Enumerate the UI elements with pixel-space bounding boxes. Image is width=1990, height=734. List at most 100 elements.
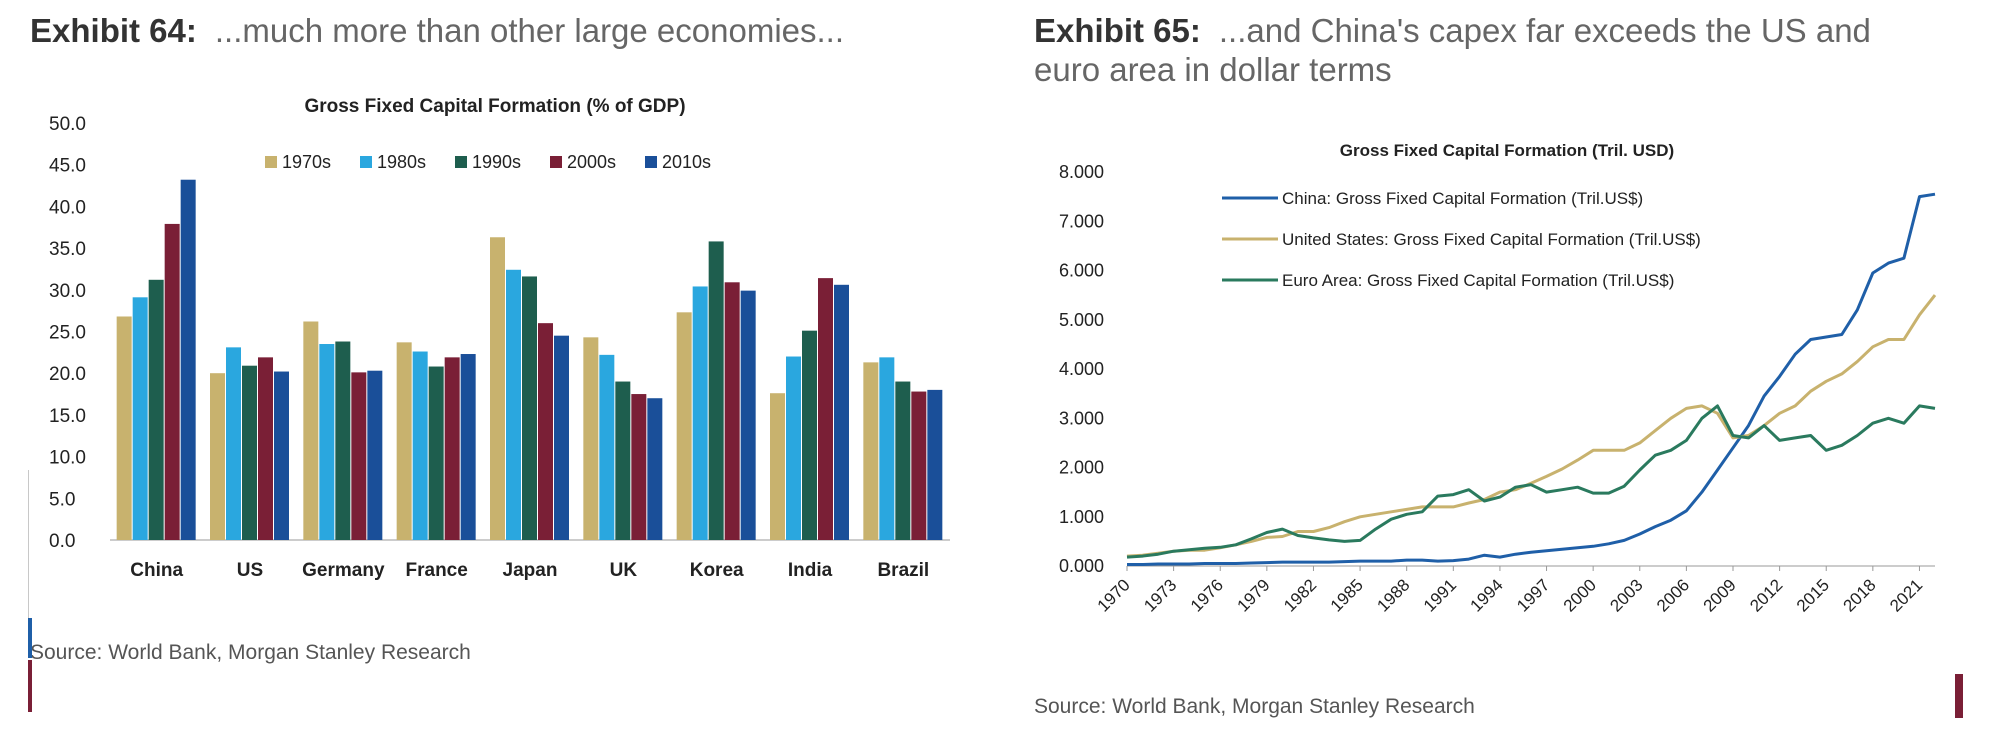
bar-uk-1980s bbox=[599, 354, 615, 540]
bar-germany-1990s bbox=[335, 341, 351, 540]
bar-france-2010s bbox=[460, 354, 476, 540]
bar-korea-2000s bbox=[724, 282, 740, 540]
edge-accent-blue bbox=[28, 618, 32, 658]
exhibit-64-label: Exhibit 64: bbox=[30, 12, 197, 49]
y-tick-label: 50.0 bbox=[49, 114, 86, 135]
bar-germany-1970s bbox=[303, 321, 319, 540]
y-tick-label: 8.000 bbox=[1059, 162, 1104, 182]
y-tick-label: 2.000 bbox=[1059, 458, 1104, 478]
legend-label: 1980s bbox=[377, 152, 426, 172]
bar-china-1970s bbox=[116, 316, 132, 540]
y-tick-label: 45.0 bbox=[49, 156, 86, 177]
legend-label: 1990s bbox=[472, 152, 521, 172]
x-tick-label: 2000 bbox=[1560, 575, 1600, 615]
bar-korea-2010s bbox=[740, 290, 756, 540]
bar-india-2010s bbox=[834, 284, 849, 540]
edge-accent-red-right bbox=[1955, 674, 1963, 718]
y-tick-label: 30.0 bbox=[49, 281, 86, 302]
bar-france-2000s bbox=[444, 357, 460, 540]
legend-label: 2010s bbox=[662, 152, 711, 172]
y-tick-label: 20.0 bbox=[49, 364, 86, 385]
bar-france-1980s bbox=[412, 351, 428, 540]
category-label: China bbox=[130, 560, 183, 581]
legend-label: Euro Area: Gross Fixed Capital Formation… bbox=[1282, 271, 1674, 290]
exhibit-65-source: Source: World Bank, Morgan Stanley Resea… bbox=[1034, 695, 1475, 718]
y-tick-label: 5.0 bbox=[49, 489, 75, 510]
bar-uk-1990s bbox=[615, 381, 631, 540]
x-tick-label: 1979 bbox=[1233, 575, 1273, 615]
bar-china-1980s bbox=[132, 297, 148, 540]
bar-china-2010s bbox=[180, 179, 196, 540]
exhibit-64-header: Exhibit 64: ...much more than other large… bbox=[30, 12, 1030, 51]
x-tick-label: 1976 bbox=[1187, 575, 1227, 615]
y-tick-label: 7.000 bbox=[1059, 211, 1104, 231]
x-tick-label: 2015 bbox=[1793, 575, 1833, 615]
legend-swatch-1990s bbox=[455, 156, 467, 168]
y-tick-label: 40.0 bbox=[49, 197, 86, 218]
x-tick-label: 1991 bbox=[1420, 575, 1460, 615]
bar-china-2000s bbox=[164, 223, 180, 540]
bar-japan-2010s bbox=[554, 335, 569, 540]
bar-china-1990s bbox=[148, 279, 164, 540]
y-tick-label: 4.000 bbox=[1059, 359, 1104, 379]
x-tick-label: 2021 bbox=[1886, 575, 1926, 615]
legend-label: 1970s bbox=[282, 152, 331, 172]
bar-japan-1980s bbox=[506, 269, 521, 540]
bar-brazil-1970s bbox=[863, 362, 879, 540]
category-label: US bbox=[237, 560, 263, 581]
bar-india-1980s bbox=[786, 356, 801, 540]
bar-us-1970s bbox=[210, 373, 225, 540]
bar-japan-1970s bbox=[490, 237, 505, 540]
x-tick-label: 1970 bbox=[1094, 575, 1134, 615]
legend-swatch-2000s bbox=[550, 156, 562, 168]
line-chart-title: Gross Fixed Capital Formation (Tril. USD… bbox=[1340, 141, 1674, 160]
bar-japan-1990s bbox=[522, 276, 537, 540]
category-label: Japan bbox=[503, 560, 558, 581]
category-label: Germany bbox=[302, 560, 385, 581]
bar-korea-1970s bbox=[676, 312, 692, 540]
x-tick-label: 1997 bbox=[1513, 575, 1553, 615]
exhibit-65-label: Exhibit 65: bbox=[1034, 12, 1201, 49]
series-line-united-states bbox=[1126, 294, 1937, 558]
exhibit-65-subtitle: ...and China's capex far exceeds the US … bbox=[1034, 12, 1871, 88]
bar-us-1980s bbox=[226, 347, 241, 540]
y-tick-label: 3.000 bbox=[1059, 408, 1104, 428]
x-tick-label: 1973 bbox=[1140, 575, 1180, 615]
bar-france-1970s bbox=[396, 342, 412, 540]
bar-us-2000s bbox=[258, 357, 273, 540]
bar-uk-2000s bbox=[631, 394, 647, 540]
bar-brazil-2000s bbox=[911, 391, 927, 540]
legend-swatch-2010s bbox=[645, 156, 657, 168]
legend-swatch-1970s bbox=[265, 156, 277, 168]
edge-accent-red-left bbox=[28, 660, 32, 712]
series-line-euro-area bbox=[1126, 404, 1936, 559]
x-tick-label: 1994 bbox=[1467, 575, 1507, 615]
bar-france-1990s bbox=[428, 366, 444, 540]
y-tick-label: 35.0 bbox=[49, 239, 86, 260]
bar-korea-1990s bbox=[708, 241, 724, 541]
bar-germany-2010s bbox=[367, 370, 383, 540]
legend-swatch-1980s bbox=[360, 156, 372, 168]
x-tick-label: 2003 bbox=[1606, 575, 1646, 615]
x-tick-label: 1982 bbox=[1280, 575, 1320, 615]
series-line-china bbox=[1127, 192, 1936, 566]
y-tick-label: 1.000 bbox=[1059, 507, 1104, 527]
x-tick-label: 2009 bbox=[1700, 575, 1740, 615]
exhibit-65-header: Exhibit 65: ...and China's capex far exce… bbox=[1034, 12, 1934, 90]
category-label: Korea bbox=[690, 560, 744, 581]
y-tick-label: 0.0 bbox=[49, 531, 75, 552]
x-tick-label: 2012 bbox=[1746, 575, 1786, 615]
category-label: UK bbox=[610, 560, 638, 581]
category-label: France bbox=[406, 560, 468, 581]
bar-japan-2000s bbox=[538, 323, 553, 540]
x-tick-label: 2018 bbox=[1839, 575, 1879, 615]
x-tick-label: 1988 bbox=[1373, 575, 1413, 615]
bar-uk-2010s bbox=[647, 398, 663, 540]
y-tick-label: 0.000 bbox=[1059, 556, 1104, 576]
bar-brazil-1980s bbox=[879, 357, 895, 540]
bar-germany-1980s bbox=[319, 344, 335, 540]
category-label: Brazil bbox=[877, 560, 929, 581]
